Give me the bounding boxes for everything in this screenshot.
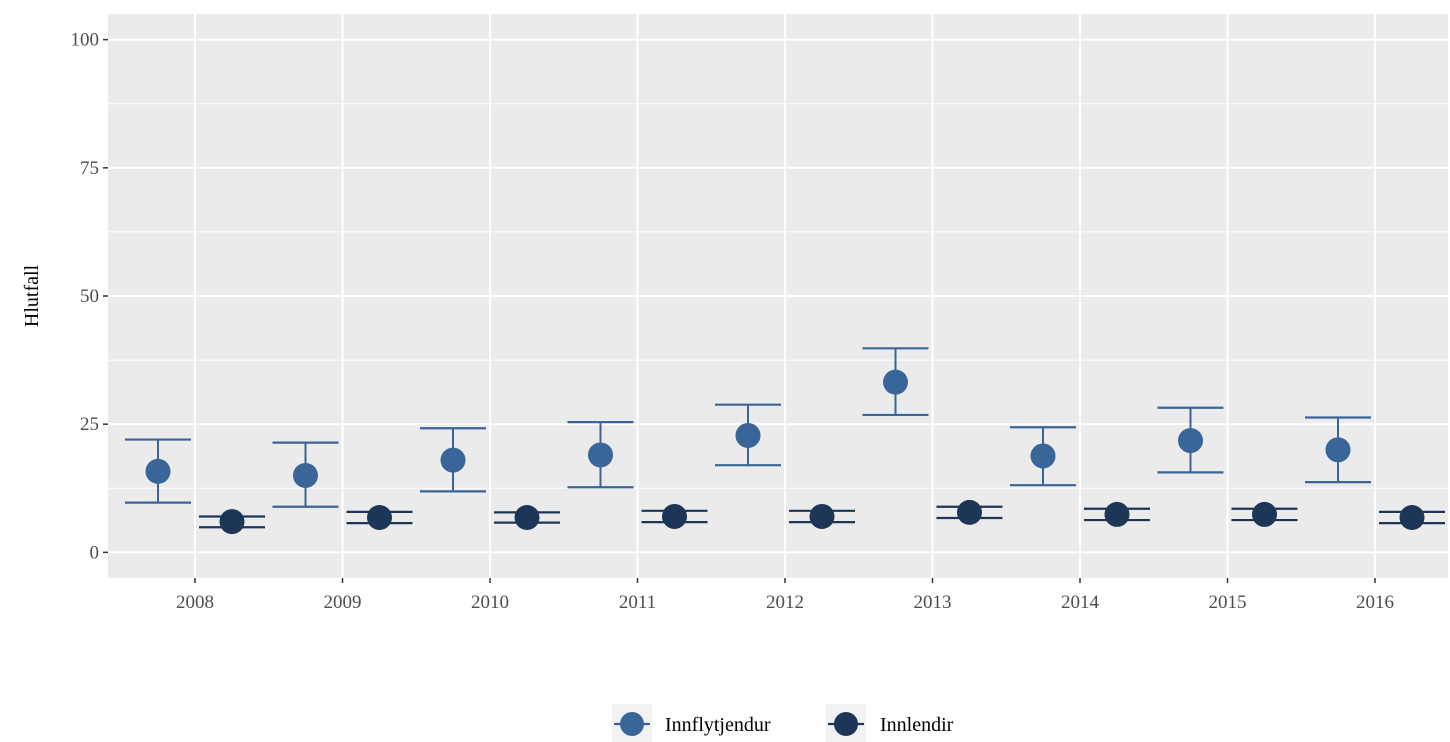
data-point [440, 447, 466, 473]
x-axis: 2008 2009 2010 2011 2012 2013 2014 2015 2016 [176, 578, 1394, 613]
legend-key-point [620, 712, 644, 736]
grid-minor [108, 103, 1448, 489]
y-axis-title: Hlutfall [21, 264, 43, 327]
data-point [367, 504, 392, 530]
x-tick-label: 2015 [1209, 592, 1247, 613]
y-axis: 0 25 50 75 100 [71, 30, 108, 563]
x-tick-label: 2009 [324, 592, 362, 613]
legend-label: Innlendir [880, 714, 954, 736]
data-point [1030, 443, 1056, 469]
y-tick-label: 100 [71, 30, 100, 51]
legend: Innflytjendur Innlendir [612, 704, 954, 742]
y-tick-label: 75 [80, 158, 99, 179]
data-point [514, 504, 540, 530]
data-point [1178, 428, 1203, 454]
data-point [219, 509, 245, 535]
x-tick-label: 2010 [471, 592, 509, 613]
data-point [1325, 437, 1351, 463]
y-tick-label: 25 [80, 414, 99, 435]
chart-marks [125, 347, 1445, 535]
data-point [662, 503, 687, 529]
data-point [1104, 501, 1130, 527]
data-point [883, 369, 908, 395]
data-point [145, 458, 171, 484]
data-point [735, 422, 761, 448]
data-point [293, 462, 318, 488]
y-tick-label: 50 [80, 286, 99, 307]
x-tick-label: 2016 [1356, 592, 1394, 613]
legend-key-point [834, 712, 858, 736]
data-point [1252, 501, 1277, 527]
grid-major [108, 14, 1448, 578]
y-tick-label: 0 [90, 542, 100, 563]
data-point [588, 442, 613, 468]
data-point [1399, 504, 1425, 530]
data-point [809, 503, 835, 529]
legend-label: Innflytjendur [665, 714, 771, 736]
x-tick-label: 2014 [1061, 592, 1100, 613]
x-tick-label: 2013 [914, 592, 952, 613]
x-tick-label: 2012 [766, 592, 804, 613]
x-tick-label: 2008 [176, 592, 214, 613]
data-point [957, 499, 982, 525]
x-tick-label: 2011 [619, 592, 656, 613]
